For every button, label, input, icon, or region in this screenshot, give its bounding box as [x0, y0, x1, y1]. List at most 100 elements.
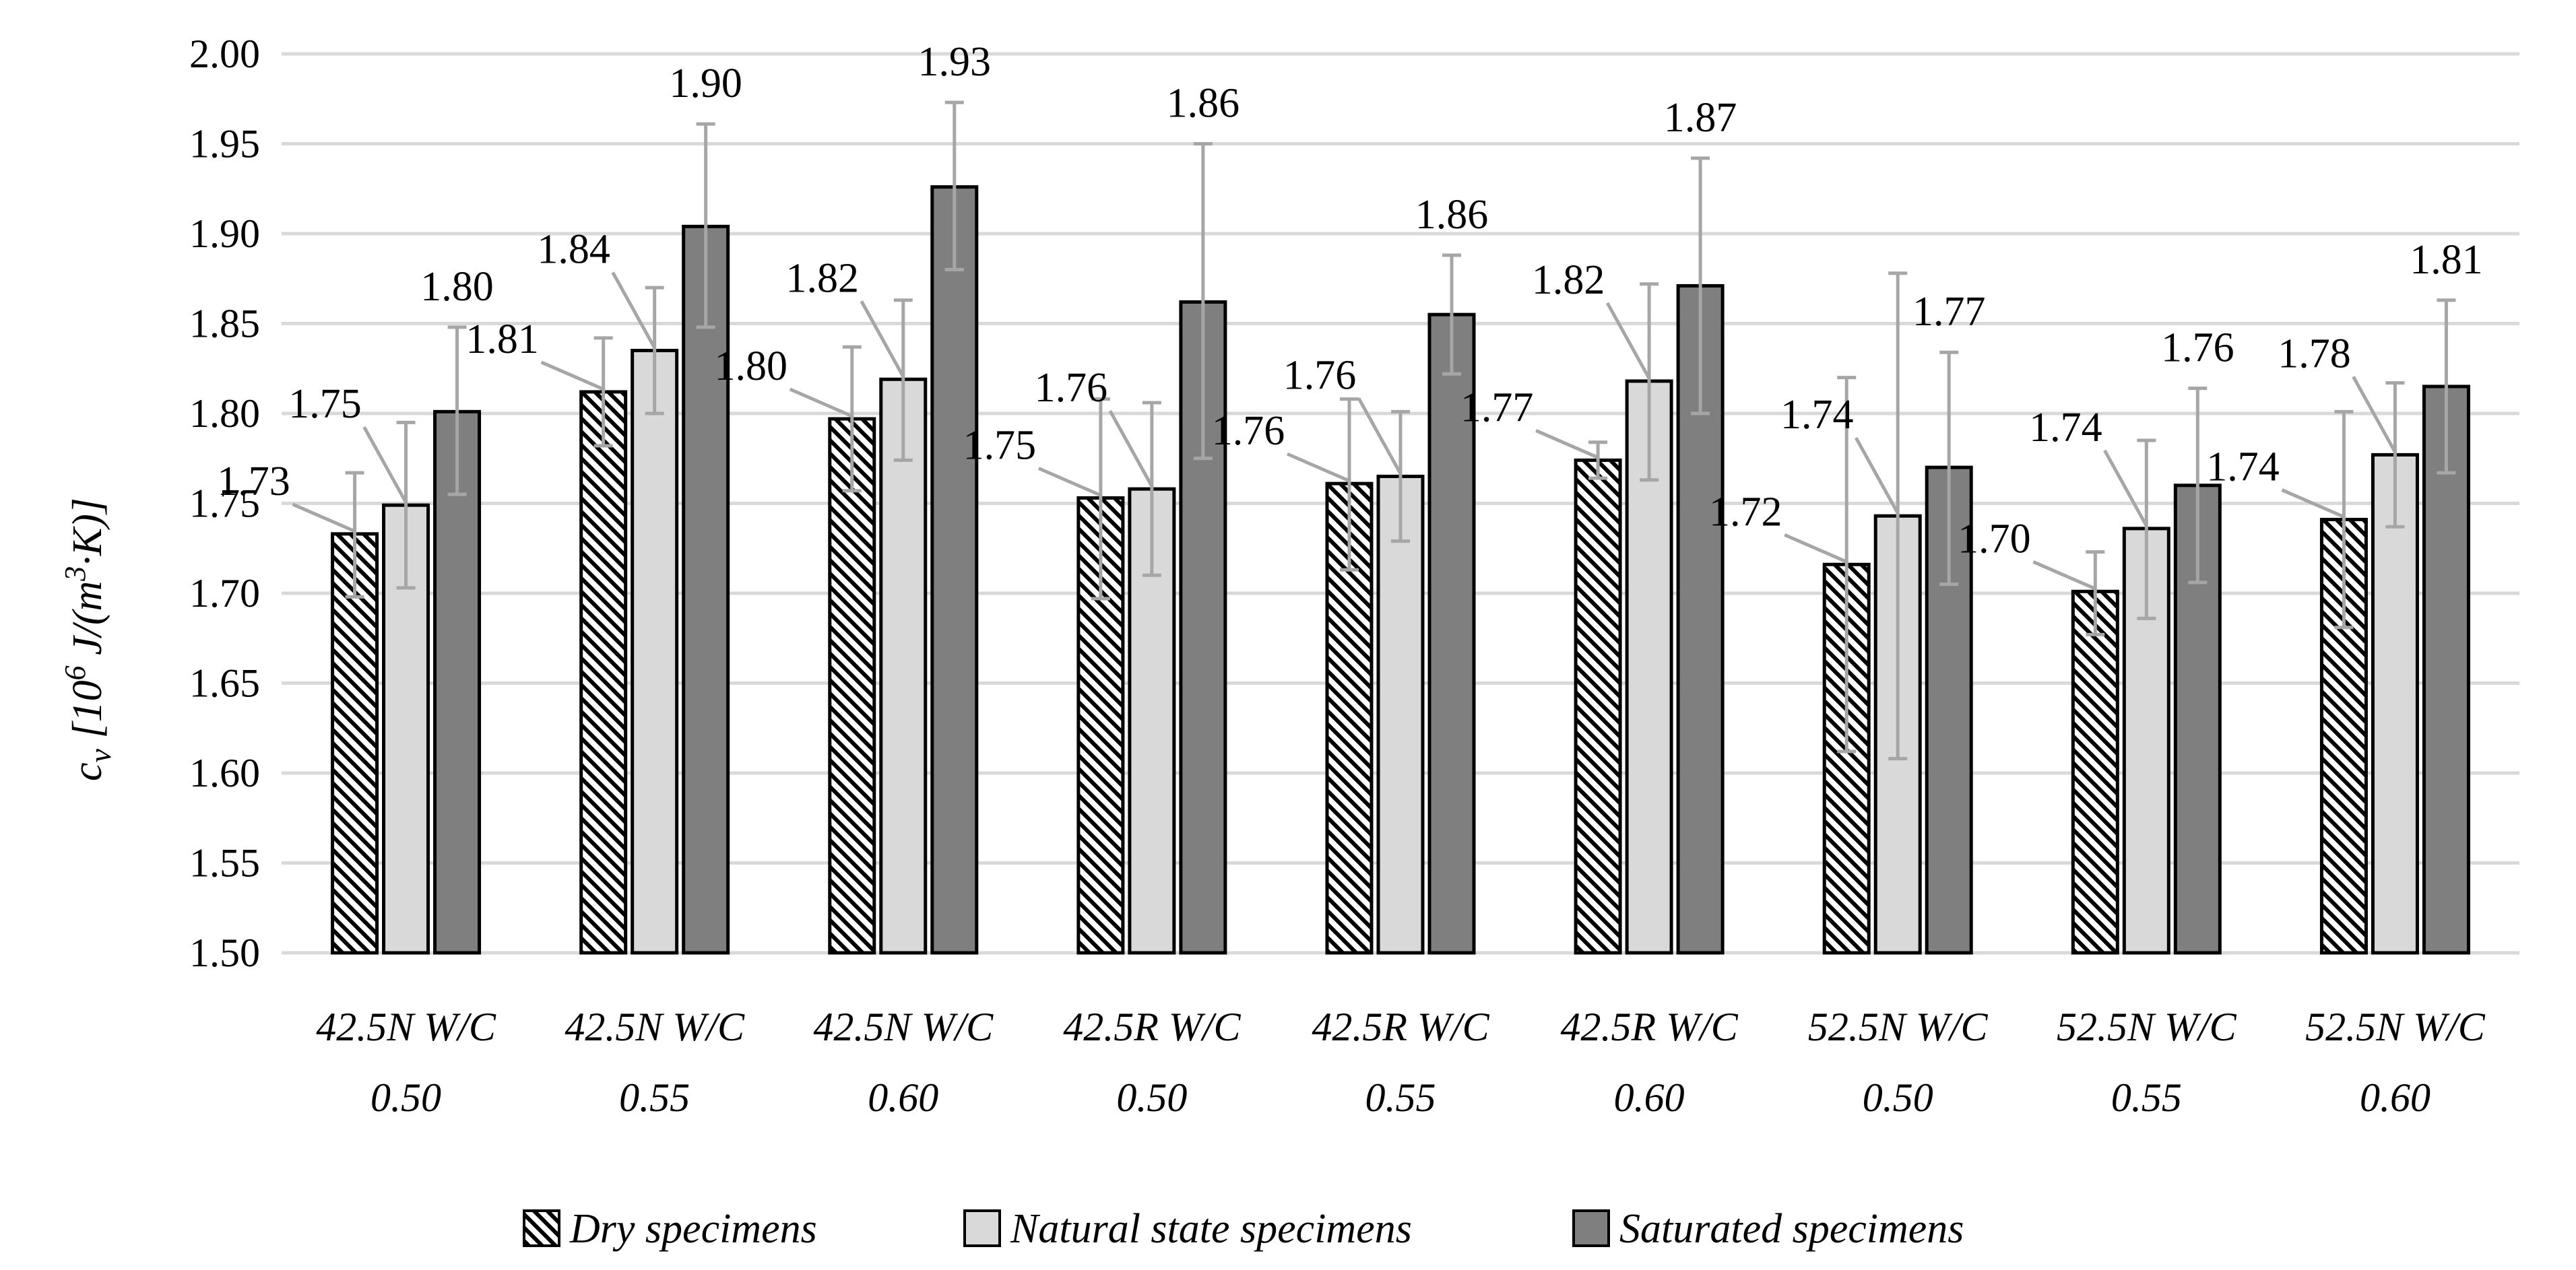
category-label-line1: 42.5N W/C [813, 1005, 994, 1049]
bar-saturated [682, 224, 730, 955]
y-tick-label: 1.50 [189, 931, 260, 975]
category-label-line1: 42.5N W/C [316, 1005, 496, 1049]
data-label: 1.73 [217, 459, 290, 504]
data-label: 1.75 [963, 422, 1037, 468]
bar-dry [2071, 589, 2119, 955]
category-label-line2: 0.60 [2360, 1075, 2430, 1120]
label-leader [2103, 449, 2148, 527]
y-axis-ticks: 1.50 1.55 1.60 1.65 1.70 1.75 1.80 1.85 1.90 1.95… [189, 32, 260, 975]
category-label-line2: 0.55 [2111, 1075, 2182, 1120]
y-tick-label: 1.65 [189, 661, 260, 706]
bar-natural [879, 377, 928, 955]
data-label: 1.86 [1167, 81, 1240, 127]
y-tick-label: 1.60 [189, 751, 260, 795]
data-label: 1.82 [1532, 257, 1605, 303]
data-label: 1.82 [786, 255, 860, 301]
bar-dry [1076, 496, 1125, 955]
bar-saturated [930, 185, 979, 955]
y-tick-label: 1.75 [189, 481, 260, 526]
category-label-line2: 0.60 [868, 1075, 938, 1120]
y-tick-label: 2.00 [189, 32, 260, 76]
bar-dry [579, 390, 628, 955]
legend-label-saturated: Saturated specimens [1619, 1206, 1964, 1252]
label-leader [860, 300, 905, 378]
category-label-line2: 0.50 [1116, 1075, 1187, 1120]
label-leader [1605, 302, 1651, 380]
data-label: 1.87 [1664, 95, 1737, 141]
y-tick-label: 1.85 [189, 302, 260, 346]
data-label: 1.76 [2161, 325, 2234, 371]
category-label-line2: 0.55 [1365, 1075, 1436, 1120]
data-label: 1.93 [918, 39, 992, 85]
category-label-line1: 52.5N W/C [2305, 1005, 2486, 1049]
x-axis-categories: 42.5N W/C 0.50 42.5N W/C 0.55 42.5N W/C 0.60 4… [316, 1005, 2486, 1120]
category-label-line2: 0.55 [619, 1075, 690, 1120]
label-leader [1287, 452, 1350, 483]
legend-label-dry: Dry specimens [569, 1206, 817, 1252]
data-label: 1.72 [1709, 489, 1782, 535]
label-leader [362, 426, 408, 504]
bar-dry [331, 532, 379, 955]
data-label: 1.76 [1035, 365, 1108, 411]
bar-natural [2371, 453, 2419, 955]
label-leader [2281, 488, 2345, 519]
data-label: 1.74 [1780, 392, 1854, 438]
legend-item-natural: Natural state specimens [963, 1206, 1412, 1252]
category-label-line1: 42.5R W/C [1312, 1005, 1489, 1049]
label-leaders [292, 271, 2397, 591]
error-bars [345, 100, 2456, 761]
data-labels: 1.73 1.75 1.80 1.81 1.84 1.90 1.80 1.82 1.93 1.75… [217, 39, 2482, 562]
label-leader [2352, 376, 2397, 453]
data-label: 1.75 [288, 381, 362, 427]
data-label: 1.77 [1912, 289, 1986, 335]
data-label: 1.77 [1460, 385, 1534, 430]
legend: Dry specimens Natural state specimens Sa… [523, 1206, 1964, 1252]
category-label-line2: 0.50 [1863, 1075, 1933, 1120]
data-label: 1.84 [537, 227, 610, 273]
data-label: 1.76 [1212, 408, 1285, 454]
bar-dry [1574, 458, 1622, 955]
bar-natural [631, 349, 679, 955]
label-leader [1784, 533, 1848, 564]
category-label-line1: 42.5R W/C [1560, 1005, 1738, 1049]
y-axis-label: cv [106 J/(m3·K)] [59, 498, 117, 781]
data-label: 1.86 [1415, 192, 1489, 238]
data-label: 1.81 [465, 316, 539, 362]
bar-dry [828, 417, 876, 955]
data-label: 1.80 [715, 343, 788, 389]
label-leader [1357, 397, 1403, 475]
category-label-line2: 0.60 [1614, 1075, 1685, 1120]
category-label-line1: 42.5R W/C [1063, 1005, 1241, 1049]
label-leader [2032, 560, 2096, 591]
bar-natural [1376, 474, 1425, 955]
y-tick-label: 1.80 [189, 391, 260, 436]
label-leader [1535, 429, 1599, 459]
category-label-line2: 0.50 [371, 1075, 441, 1120]
legend-item-saturated: Saturated specimens [1572, 1206, 1964, 1252]
legend-swatch-dry [523, 1209, 560, 1247]
legend-item-dry: Dry specimens [523, 1206, 817, 1252]
legend-swatch-natural [963, 1209, 1001, 1247]
legend-label-natural: Natural state specimens [1010, 1206, 1412, 1252]
y-tick-label: 1.95 [189, 122, 260, 166]
y-tick-label: 1.55 [189, 841, 260, 885]
bar-dry [2319, 518, 2368, 955]
data-label: 1.80 [420, 264, 494, 310]
label-leader [1855, 436, 1900, 514]
category-label-line1: 42.5N W/C [565, 1005, 745, 1049]
data-label: 1.90 [669, 61, 742, 106]
data-label: 1.74 [2029, 405, 2102, 450]
label-leader [789, 387, 853, 418]
label-leader [292, 502, 356, 533]
data-label: 1.70 [1958, 516, 2031, 562]
category-label-line1: 52.5N W/C [1808, 1005, 1989, 1049]
data-label: 1.78 [2278, 331, 2351, 376]
category-label-line1: 52.5N W/C [2057, 1005, 2237, 1049]
label-leader [540, 360, 604, 391]
label-leader [1108, 409, 1154, 488]
label-leader [1037, 467, 1101, 497]
legend-swatch-saturated [1572, 1209, 1610, 1247]
bar-saturated [1179, 300, 1227, 955]
data-label: 1.76 [1283, 352, 1357, 398]
y-tick-label: 1.70 [189, 571, 260, 615]
